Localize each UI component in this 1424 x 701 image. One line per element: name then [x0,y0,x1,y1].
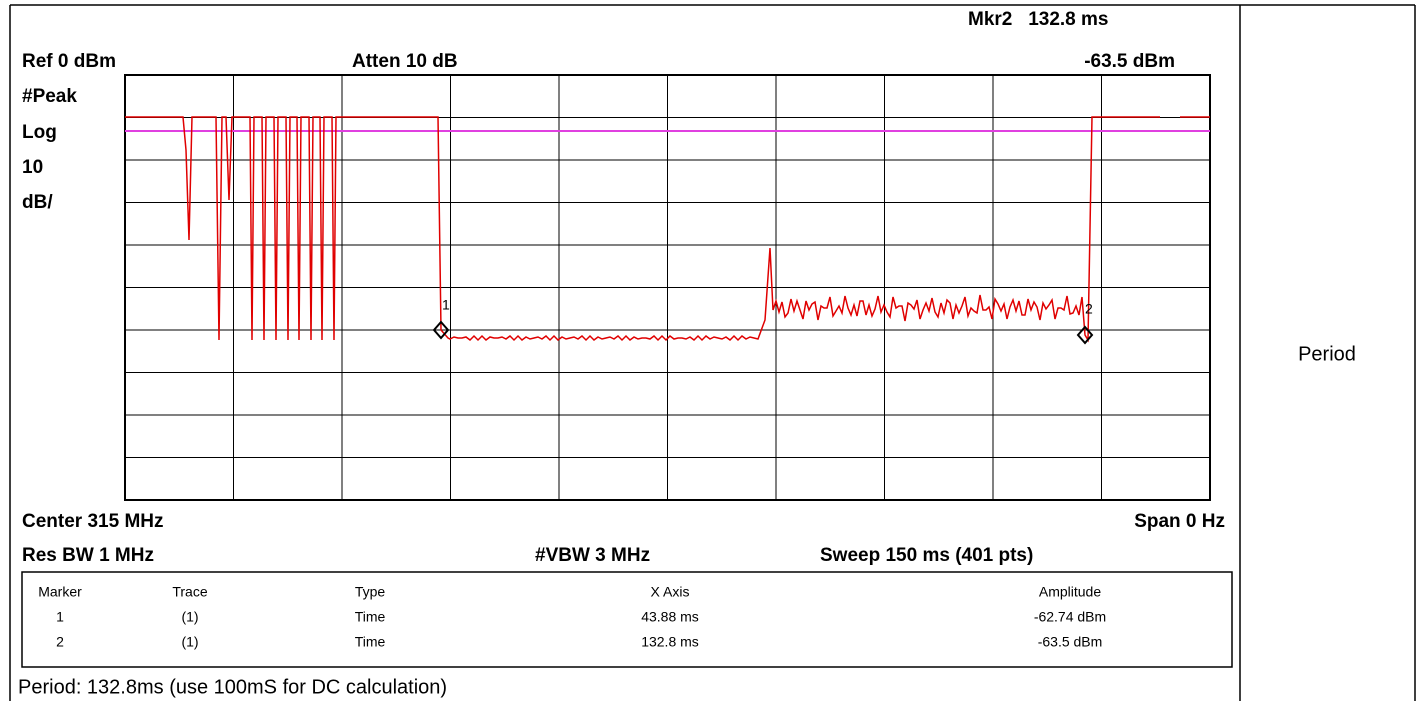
scale-label: Log [22,122,57,143]
caption: Period: 132.8ms (use 100mS for DC calcul… [18,676,447,698]
table-cell: Time [355,634,386,650]
marker-table-frame [21,571,1233,668]
table-cell: 2 [56,634,64,650]
marker-table: Marker Trace Type X Axis Amplitude 1 (1) Time 43… [38,584,1106,650]
column-header: Type [355,584,386,600]
side-label: Period [1298,343,1356,365]
table-cell: 132.8 ms [641,634,699,650]
scale-label: dB/ [22,192,53,213]
attenuation: Atten 10 dB [352,51,458,72]
sweep: Sweep 150 ms (401 pts) [820,545,1033,566]
marker-label: 1 [442,297,450,313]
vbw: #VBW 3 MHz [535,545,650,566]
table-cell: -63.5 dBm [1038,634,1103,650]
table-cell: (1) [181,609,198,625]
table-cell: (1) [181,634,198,650]
column-header: Marker [38,584,82,600]
marker-label: 2 [1085,301,1093,317]
marker-diamond [1076,325,1094,345]
column-header: Amplitude [1039,584,1101,600]
table-cell: 1 [56,609,64,625]
plot-frame [124,74,1211,501]
marker-diamond [432,320,450,340]
table-cell: -62.74 dBm [1034,609,1106,625]
column-header: X Axis [651,584,690,600]
marker-readout: Mkr2 132.8 ms [968,9,1108,30]
table-cell: 43.88 ms [641,609,699,625]
scale-label: #Peak [22,86,77,107]
column-header: Trace [172,584,207,600]
scale-label: 10 [22,157,43,178]
span: Span 0 Hz [1134,511,1225,532]
rbw: Res BW 1 MHz [22,545,154,566]
center-freq: Center 315 MHz [22,511,164,532]
marker-amplitude: -63.5 dBm [1084,51,1175,72]
ref-level: Ref 0 dBm [22,51,116,72]
table-cell: Time [355,609,386,625]
table-borders [9,4,1416,701]
trace [125,116,1210,343]
